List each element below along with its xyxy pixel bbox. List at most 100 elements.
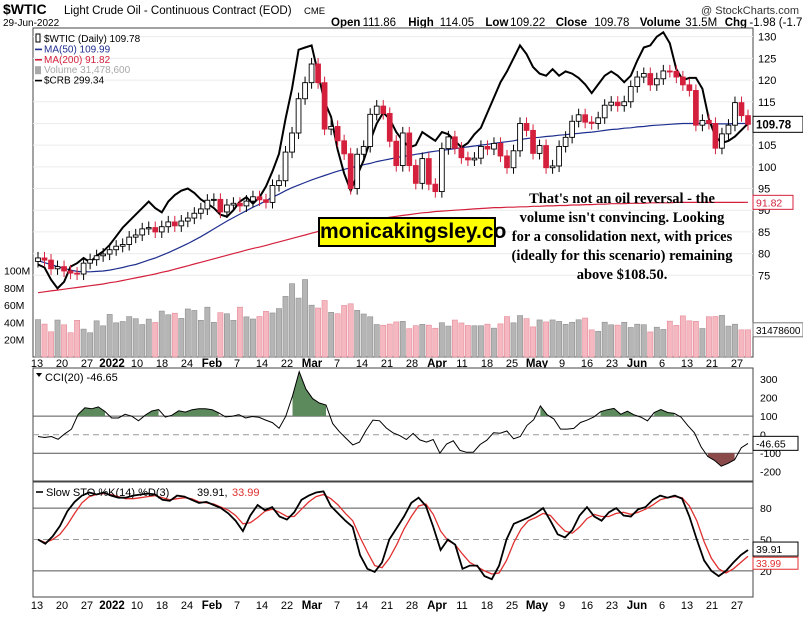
- x-axis-label-bottom: Mar: [302, 600, 323, 612]
- candle-body: [335, 126, 340, 140]
- candle-body: [596, 118, 601, 124]
- candle-body: [81, 263, 86, 274]
- volume-bar: [335, 314, 340, 357]
- volume-bar: [55, 320, 60, 357]
- volume-bar: [719, 315, 724, 357]
- volume-bar: [602, 322, 607, 357]
- volume-bar: [504, 317, 509, 357]
- candle-body: [563, 137, 568, 146]
- candle-body: [264, 200, 269, 203]
- volume-bar: [361, 314, 366, 357]
- candle-body: [231, 203, 236, 205]
- candle-body: [159, 227, 164, 232]
- candle-body: [524, 123, 529, 130]
- x-axis-label-bottom: 21: [381, 600, 393, 612]
- candle-body: [290, 133, 295, 152]
- volume-bar: [524, 319, 529, 357]
- sto-d-title-value: 33.99: [232, 487, 260, 499]
- volume-bar: [211, 322, 216, 357]
- x-axis-label-bottom: 6: [659, 600, 665, 612]
- candle-body: [387, 113, 392, 141]
- candle-body: [693, 90, 698, 125]
- candle-body: [641, 74, 646, 77]
- candle-body: [322, 83, 327, 129]
- sto-title: Slow STO %K(14) %D(3): [46, 487, 169, 499]
- volume-bar: [583, 318, 588, 357]
- candle-body: [602, 105, 607, 118]
- cci-tick-label: 300: [760, 374, 778, 386]
- candle-body: [570, 121, 575, 137]
- candle-body: [283, 152, 288, 181]
- candle-body: [505, 156, 510, 168]
- volume-bar: [48, 332, 53, 357]
- sto-k-title-value: 39.91,: [197, 487, 228, 499]
- volume-bar: [74, 320, 79, 357]
- volume-bar: [452, 320, 457, 357]
- candle-body: [198, 209, 203, 213]
- chart-date: 29-Jun-2022: [3, 18, 60, 29]
- candle-body: [439, 149, 444, 192]
- candle-body: [485, 146, 490, 149]
- candle-body: [452, 137, 457, 148]
- x-axis-label-bottom: 23: [606, 600, 618, 612]
- volume-bar: [511, 323, 516, 357]
- volume-bar: [276, 309, 281, 357]
- brand-label: monicakingsley.co: [318, 217, 496, 247]
- volume-bar: [270, 313, 275, 357]
- ohlc-value-volume: 31.5M: [685, 17, 717, 29]
- volume-bar: [609, 325, 614, 357]
- volume-bar: [107, 314, 112, 357]
- candle-body: [544, 146, 549, 168]
- volume-bar: [374, 325, 379, 357]
- candle-body: [537, 146, 542, 154]
- volume-bar: [315, 308, 320, 357]
- candle-body: [88, 260, 93, 263]
- price-tick-label: 105: [758, 140, 776, 152]
- instrument-description: Light Crude Oil - Continuous Contract (E…: [64, 5, 292, 17]
- volume-bar: [687, 321, 692, 357]
- volume-bar: [172, 313, 177, 357]
- volume-bar: [654, 327, 659, 357]
- volume-bar: [557, 321, 562, 357]
- candle-body: [576, 115, 581, 122]
- volume-bar: [739, 330, 744, 357]
- sto-d-badge-text: 33.99: [756, 559, 781, 570]
- candle-body: [583, 115, 588, 122]
- price-tick-label: 95: [758, 184, 770, 196]
- candle-body: [49, 260, 54, 269]
- volume-bar: [250, 319, 255, 357]
- candle-body: [420, 159, 425, 184]
- x-axis-label-bottom: 27: [731, 600, 743, 612]
- candle-body: [472, 158, 477, 160]
- volume-bar: [140, 325, 145, 357]
- x-axis-label-bottom: 16: [581, 600, 593, 612]
- volume-bar: [244, 317, 249, 357]
- candle-body: [739, 103, 744, 116]
- candle-body: [413, 166, 418, 184]
- x-axis-label-bottom: 10: [131, 600, 143, 612]
- ohlc-label-high: High: [408, 17, 434, 29]
- candle-body: [609, 102, 614, 105]
- volume-bar: [732, 324, 737, 357]
- candle-body: [270, 185, 275, 202]
- volume-badge-text: 31478600: [756, 326, 801, 337]
- candle-body: [172, 222, 177, 226]
- candle-body: [55, 267, 60, 269]
- candle-body: [296, 99, 301, 133]
- candle-body: [62, 267, 67, 271]
- volume-bar: [485, 324, 490, 357]
- volume-bar: [420, 324, 425, 357]
- volume-bar: [413, 326, 418, 357]
- candle-body: [531, 130, 536, 153]
- volume-bar: [459, 323, 464, 357]
- volume-bar: [478, 326, 483, 357]
- candle-body: [667, 71, 672, 72]
- volume-bar: [537, 320, 542, 357]
- x-axis-label-bottom: May: [526, 600, 549, 612]
- candle-body: [713, 123, 718, 148]
- price-tick-label: 125: [758, 53, 776, 65]
- volume-bar: [114, 323, 119, 357]
- candle-body: [185, 218, 190, 221]
- ohlc-value-close: 109.78: [594, 17, 629, 29]
- candle-body: [224, 205, 229, 212]
